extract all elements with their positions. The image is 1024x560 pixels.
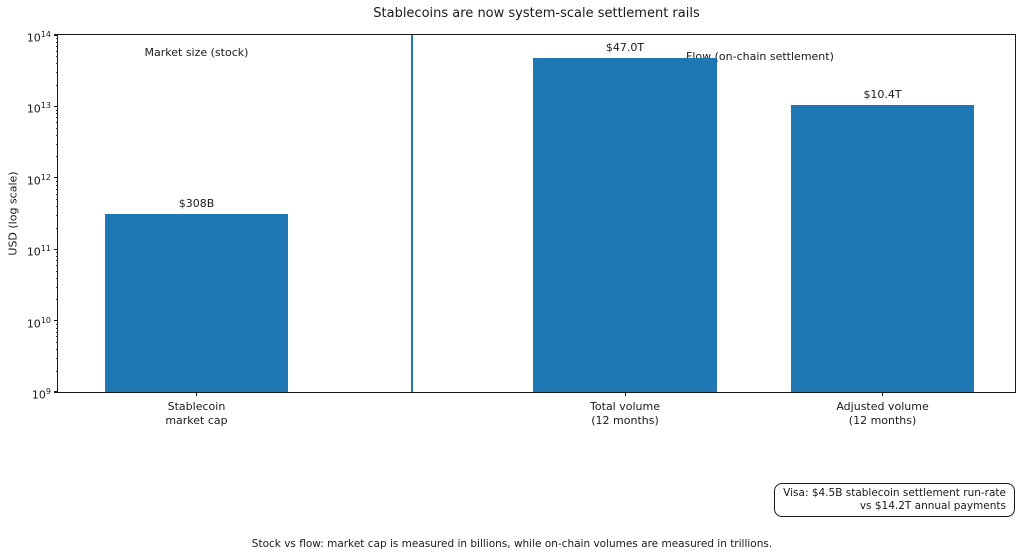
y-tick-mark-1e10 bbox=[54, 320, 58, 322]
x-tick-label-1: Total volume (12 months) bbox=[590, 400, 660, 427]
y-minor-tick-mark bbox=[55, 184, 58, 186]
y-minor-tick-mark bbox=[55, 256, 58, 258]
y-minor-tick-mark bbox=[55, 72, 58, 74]
y-tick-label-1e13: 1013 bbox=[26, 101, 51, 117]
y-minor-tick-mark bbox=[55, 277, 58, 279]
y-minor-tick-mark bbox=[55, 260, 58, 262]
y-minor-tick-mark bbox=[55, 323, 58, 325]
y-tick-mark-1e13 bbox=[54, 105, 58, 107]
x-tick-label-2: Adjusted volume (12 months) bbox=[836, 400, 929, 427]
y-minor-tick-mark bbox=[55, 331, 58, 333]
bar-0 bbox=[104, 214, 289, 392]
y-tick-mark-1e9 bbox=[54, 391, 58, 393]
y-minor-tick-mark bbox=[55, 38, 58, 40]
annotation-flow-on-chain-settlement: Flow (on-chain settlement) bbox=[686, 50, 834, 63]
y-minor-tick-mark bbox=[55, 143, 58, 145]
y-minor-tick-mark bbox=[55, 206, 58, 208]
x-tick-label-0: Stablecoin market cap bbox=[165, 400, 228, 427]
y-minor-tick-mark bbox=[55, 336, 58, 338]
y-tick-mark-1e14 bbox=[54, 34, 58, 36]
y-tick-label-1e11: 1011 bbox=[26, 244, 51, 259]
y-minor-tick-mark bbox=[55, 370, 58, 372]
y-tick-mark-1e11 bbox=[54, 248, 58, 250]
y-minor-tick-mark bbox=[55, 46, 58, 48]
y-minor-tick-mark bbox=[55, 134, 58, 136]
y-tick-mark-1e12 bbox=[54, 177, 58, 179]
visa-note-line-2: vs $14.2T annual payments bbox=[859, 500, 1006, 512]
bar-value-label-2: $10.4T bbox=[863, 88, 902, 102]
y-minor-tick-mark bbox=[55, 156, 58, 158]
y-minor-tick-mark bbox=[55, 342, 58, 344]
plot-area: Market size (stock) Flow (on-chain settl… bbox=[57, 34, 1016, 393]
y-minor-tick-mark bbox=[55, 41, 58, 43]
visa-note-box: Visa: $4.5B stablecoin settlement run-ra… bbox=[774, 483, 1015, 517]
y-minor-tick-mark bbox=[55, 286, 58, 288]
y-minor-tick-mark bbox=[55, 349, 58, 350]
x-tick-mark-2 bbox=[882, 392, 884, 396]
y-minor-tick-mark bbox=[55, 270, 58, 272]
y-minor-tick-mark bbox=[55, 199, 58, 201]
y-tick-label-1e9: 109 bbox=[31, 387, 51, 402]
bar-value-label-1: $47.0T bbox=[605, 41, 645, 55]
y-tick-label-1e10: 1010 bbox=[26, 315, 51, 331]
x-tick-mark-1 bbox=[624, 392, 626, 396]
y-minor-tick-mark bbox=[55, 215, 58, 217]
y-minor-tick-mark bbox=[55, 84, 58, 86]
y-minor-tick-mark bbox=[55, 357, 58, 359]
y-minor-tick-mark bbox=[55, 127, 58, 129]
y-minor-tick-mark bbox=[55, 117, 58, 119]
y-tick-label-1e12: 1012 bbox=[26, 172, 51, 188]
y-minor-tick-mark bbox=[55, 50, 58, 52]
footer-note: Stock vs flow: market cap is measured in… bbox=[251, 538, 773, 550]
bar-2 bbox=[790, 105, 975, 392]
bar-value-label-0: $308B bbox=[178, 197, 215, 211]
y-tick-label-1e14: 1014 bbox=[26, 30, 51, 45]
y-minor-tick-mark bbox=[55, 265, 58, 267]
y-minor-tick-mark bbox=[55, 113, 58, 115]
y-minor-tick-mark bbox=[55, 327, 58, 329]
y-minor-tick-mark bbox=[55, 193, 58, 195]
y-minor-tick-mark bbox=[55, 188, 58, 190]
y-minor-tick-mark bbox=[55, 299, 58, 301]
y-minor-tick-mark bbox=[55, 227, 58, 229]
y-minor-tick-mark bbox=[55, 252, 58, 254]
visa-note-line-1: Visa: $4.5B stablecoin settlement run-ra… bbox=[783, 487, 1006, 499]
y-minor-tick-mark bbox=[55, 56, 58, 58]
y-minor-tick-mark bbox=[55, 63, 58, 65]
bar-1 bbox=[533, 58, 717, 392]
chart-title: Stablecoins are now system-scale settlem… bbox=[373, 6, 700, 21]
x-tick-mark-0 bbox=[195, 392, 198, 396]
y-minor-tick-mark bbox=[55, 181, 58, 183]
y-minor-tick-mark bbox=[55, 122, 58, 124]
group-divider-line bbox=[411, 35, 413, 392]
y-minor-tick-mark bbox=[55, 109, 58, 111]
annotation-market-size-stock: Market size (stock) bbox=[144, 46, 249, 59]
